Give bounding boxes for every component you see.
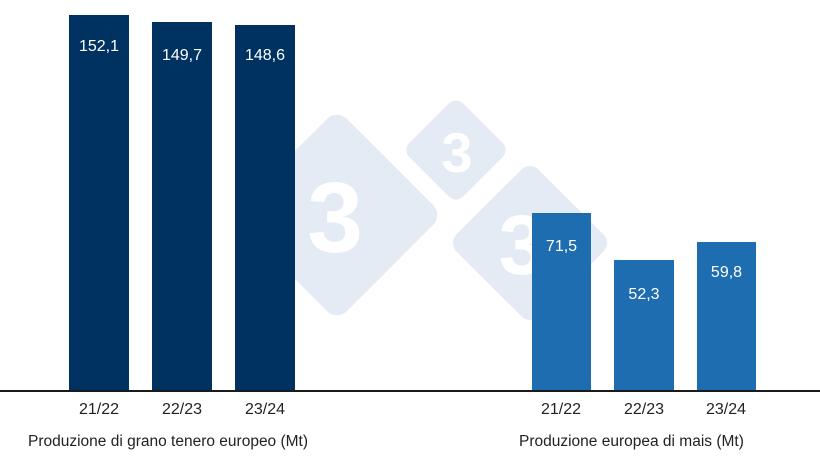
bar-wheat-22-23: 149,7 [152, 22, 212, 390]
bar-value-label: 52,3 [628, 286, 660, 303]
bar-wheat-21-22: 152,1 [69, 15, 129, 390]
bar-maize-22-23: 52,3 [614, 260, 674, 390]
x-tick-maize-21-22: 21/22 [540, 401, 582, 418]
maize-group-title: Produzione europea di mais (Mt) [519, 433, 744, 450]
svg-text:3: 3 [307, 162, 363, 274]
bar-maize-21-22: 71,5 [532, 213, 591, 390]
bar-maize-23-24: 59,8 [697, 242, 756, 390]
wheat-group-title: Produzione di grano tenero europeo (Mt) [28, 433, 309, 450]
bar-value-label: 148,6 [244, 47, 286, 64]
x-tick-wheat-21-22: 21/22 [78, 401, 120, 418]
bar-value-label: 71,5 [545, 238, 578, 255]
svg-text:3: 3 [441, 121, 472, 184]
x-tick-wheat-22-23: 22/23 [161, 401, 203, 418]
bar-wheat-23-24: 148,6 [235, 25, 295, 390]
x-axis-baseline [0, 390, 820, 392]
x-tick-maize-23-24: 23/24 [705, 401, 747, 418]
bar-value-label: 149,7 [161, 47, 203, 64]
bar-value-label: 152,1 [78, 38, 120, 55]
x-tick-maize-22-23: 22/23 [623, 401, 665, 418]
bar-value-label: 59,8 [710, 264, 743, 281]
x-tick-wheat-23-24: 23/24 [244, 401, 286, 418]
